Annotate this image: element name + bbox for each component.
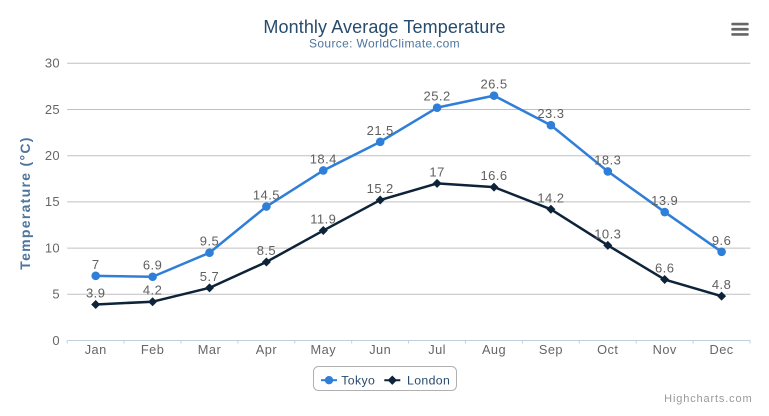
- svg-text:Tokyo: Tokyo: [341, 373, 375, 387]
- svg-text:20: 20: [45, 148, 60, 163]
- svg-text:26.5: 26.5: [480, 77, 507, 92]
- svg-text:Jan: Jan: [85, 342, 107, 357]
- svg-text:25.2: 25.2: [424, 89, 451, 104]
- svg-text:9.6: 9.6: [712, 233, 731, 248]
- svg-text:3.9: 3.9: [86, 286, 105, 301]
- svg-text:7: 7: [92, 257, 100, 272]
- svg-text:5: 5: [52, 287, 60, 302]
- svg-text:Sep: Sep: [539, 342, 563, 357]
- svg-text:4.2: 4.2: [143, 283, 162, 298]
- svg-text:9.5: 9.5: [200, 234, 219, 249]
- svg-text:8.5: 8.5: [257, 243, 276, 258]
- svg-text:13.9: 13.9: [651, 193, 678, 208]
- svg-text:16.6: 16.6: [480, 168, 507, 183]
- svg-text:10.3: 10.3: [594, 226, 621, 241]
- svg-text:Feb: Feb: [141, 342, 164, 357]
- svg-text:Monthly Average Temperature: Monthly Average Temperature: [263, 17, 505, 37]
- svg-text:Nov: Nov: [653, 342, 677, 357]
- svg-text:21.5: 21.5: [367, 123, 394, 138]
- svg-text:Jul: Jul: [428, 342, 446, 357]
- svg-text:6.6: 6.6: [655, 261, 674, 276]
- svg-text:18.4: 18.4: [310, 152, 337, 167]
- svg-text:Source: WorldClimate.com: Source: WorldClimate.com: [309, 37, 460, 51]
- svg-text:Jun: Jun: [369, 342, 391, 357]
- svg-text:17: 17: [429, 164, 444, 179]
- svg-text:11.9: 11.9: [310, 212, 336, 227]
- svg-text:London: London: [407, 373, 450, 387]
- svg-text:Aug: Aug: [482, 342, 506, 357]
- svg-text:25: 25: [45, 102, 60, 117]
- svg-text:Apr: Apr: [256, 342, 278, 357]
- svg-text:4.8: 4.8: [712, 277, 731, 292]
- svg-text:30: 30: [45, 56, 60, 71]
- svg-text:14.5: 14.5: [253, 188, 280, 203]
- svg-text:6.9: 6.9: [143, 258, 162, 273]
- svg-text:18.3: 18.3: [594, 152, 621, 167]
- svg-text:23.3: 23.3: [537, 106, 564, 121]
- svg-text:Temperature (°C): Temperature (°C): [17, 136, 33, 270]
- svg-text:Dec: Dec: [710, 342, 734, 357]
- svg-text:May: May: [311, 342, 337, 357]
- svg-text:15: 15: [45, 194, 60, 209]
- svg-text:5.7: 5.7: [200, 269, 219, 284]
- svg-text:10: 10: [45, 240, 60, 255]
- svg-text:Mar: Mar: [198, 342, 222, 357]
- svg-text:Highcharts.com: Highcharts.com: [664, 393, 752, 405]
- svg-text:0: 0: [52, 333, 60, 348]
- svg-text:15.2: 15.2: [367, 181, 394, 196]
- svg-text:Oct: Oct: [597, 342, 618, 357]
- svg-text:14.2: 14.2: [537, 190, 564, 205]
